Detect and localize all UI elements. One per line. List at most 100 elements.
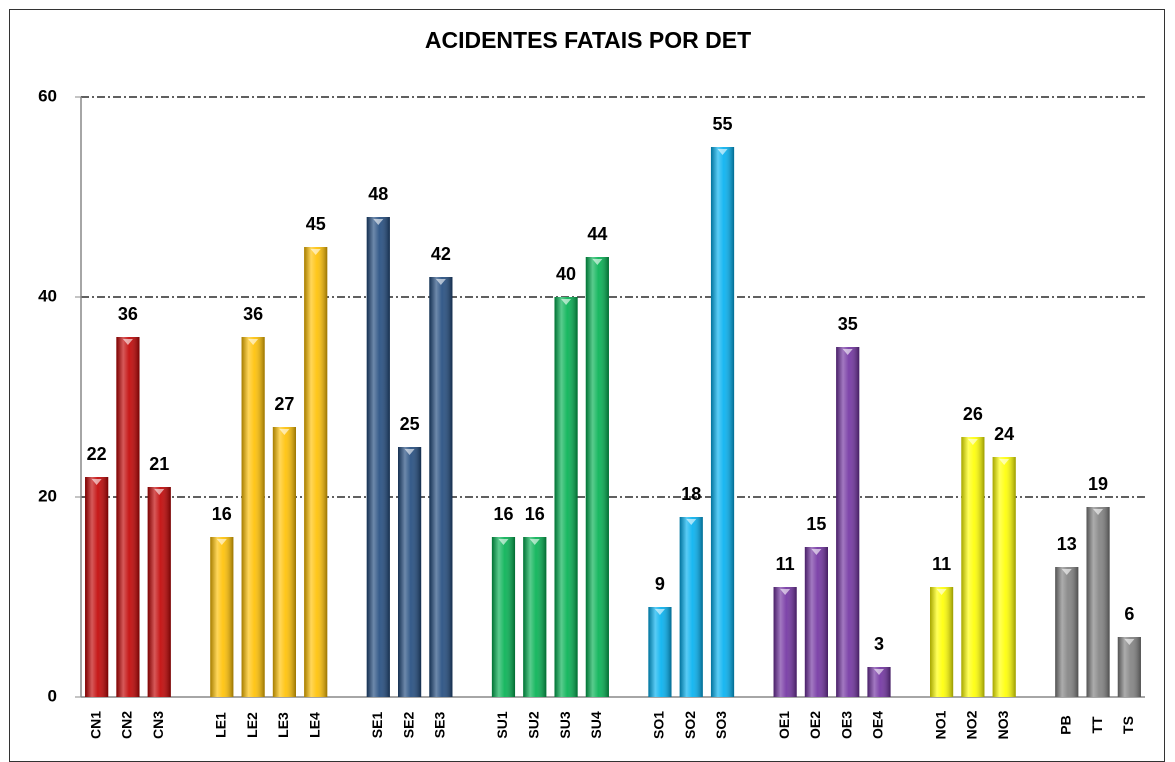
- bar-shine: [398, 447, 422, 697]
- bar-shine: [241, 337, 265, 697]
- data-label: 44: [587, 224, 607, 244]
- x-tick-label: SE1: [369, 712, 385, 739]
- bar-shine: [147, 487, 171, 697]
- bar-shine: [272, 427, 296, 697]
- bar-cap: [967, 439, 978, 445]
- data-label: 35: [838, 314, 858, 334]
- data-label: 24: [994, 424, 1014, 444]
- data-label: 16: [493, 504, 513, 524]
- y-tick-label: 60: [38, 86, 57, 105]
- x-tick-label: SO1: [651, 711, 667, 739]
- data-label: 16: [212, 504, 232, 524]
- x-tick-label: OE4: [870, 711, 886, 739]
- data-label: 18: [681, 484, 701, 504]
- x-tick-label: SO3: [713, 711, 729, 739]
- bar-shine: [85, 477, 109, 697]
- x-tick-label: LE3: [275, 712, 291, 738]
- bar-shine: [523, 537, 547, 697]
- x-tick-label: SU3: [557, 711, 573, 738]
- bar-cap: [686, 519, 697, 525]
- x-tick-label: SE3: [432, 712, 448, 739]
- x-tick-label: SU1: [494, 711, 510, 738]
- bar-cap: [936, 589, 947, 595]
- bar-cap: [780, 589, 791, 595]
- x-tick-label: SE2: [400, 712, 416, 739]
- x-tick-label: NO1: [932, 710, 948, 739]
- bar-cap: [373, 219, 384, 225]
- bar-shine: [116, 337, 140, 697]
- bar-cap: [91, 479, 102, 485]
- data-label: 13: [1057, 534, 1077, 554]
- bar-cap: [874, 669, 884, 675]
- bar-cap: [999, 459, 1010, 465]
- bar-cap: [122, 339, 133, 345]
- bar-shine: [992, 457, 1016, 697]
- bar-shine: [304, 247, 328, 697]
- bar-shine: [930, 587, 954, 697]
- bar-shine: [366, 217, 390, 697]
- bar-shine: [710, 147, 735, 697]
- data-label: 26: [963, 404, 983, 424]
- x-tick-label: OE3: [838, 711, 854, 739]
- bar-shine: [1117, 637, 1141, 697]
- data-label: 40: [556, 264, 576, 284]
- data-label: 21: [149, 454, 169, 474]
- bar-cap: [216, 539, 227, 545]
- bar-cap: [404, 449, 415, 455]
- x-tick-label: SU2: [525, 711, 541, 738]
- bar-shine: [961, 437, 985, 697]
- data-label: 36: [243, 304, 263, 324]
- bar-shine: [429, 277, 453, 697]
- bar-cap: [248, 339, 259, 345]
- bar-cap: [592, 259, 603, 265]
- data-label: 36: [118, 304, 138, 324]
- bar-cap: [842, 349, 853, 355]
- x-tick-label: CN1: [87, 711, 103, 739]
- x-tick-label: LE1: [213, 712, 229, 738]
- data-label: 22: [87, 444, 107, 464]
- y-tick-label: 0: [48, 686, 57, 705]
- x-tick-label: TS: [1120, 716, 1136, 734]
- bar-shine: [491, 537, 516, 697]
- bar-shine: [804, 547, 828, 697]
- x-tick-label: CN2: [119, 711, 135, 739]
- x-tick-label: TT: [1089, 716, 1105, 734]
- x-tick-label: NO2: [964, 710, 980, 739]
- x-tick-label: LE2: [244, 712, 260, 738]
- data-label: 3: [874, 634, 884, 654]
- bar-shine: [836, 347, 860, 697]
- bar-cap: [654, 609, 665, 615]
- x-tick-label: CN3: [150, 711, 166, 739]
- data-label: 45: [306, 214, 326, 234]
- bar-shine: [648, 607, 672, 697]
- bar-cap: [717, 149, 728, 155]
- bar-shine: [1086, 507, 1110, 697]
- chart-title: ACIDENTES FATAIS POR DET: [425, 27, 751, 53]
- bar-cap: [1124, 639, 1135, 645]
- data-label: 48: [368, 184, 388, 204]
- bar-cap: [811, 549, 822, 555]
- data-label: 15: [806, 514, 826, 534]
- data-label: 11: [776, 554, 795, 574]
- y-tick-label: 40: [38, 286, 57, 305]
- data-label: 6: [1124, 604, 1134, 624]
- bar-shine: [867, 667, 891, 697]
- x-tick-label: NO3: [995, 710, 1011, 739]
- x-tick-label: OE1: [776, 711, 792, 739]
- x-tick-label: LE4: [306, 712, 322, 738]
- bar-shine: [554, 297, 578, 697]
- bar-cap: [561, 299, 572, 305]
- bar-cap: [435, 279, 446, 285]
- data-label: 25: [400, 414, 420, 434]
- bar-shine: [773, 587, 797, 697]
- data-label: 42: [431, 244, 451, 264]
- bar-cap: [529, 539, 540, 545]
- bar-shine: [585, 257, 609, 697]
- bar-cap: [310, 249, 321, 255]
- bar-cap: [1093, 509, 1104, 515]
- x-tick-label: PB: [1057, 715, 1073, 734]
- data-label: 55: [713, 114, 733, 134]
- data-label: 16: [525, 504, 545, 524]
- x-tick-label: OE2: [807, 711, 823, 739]
